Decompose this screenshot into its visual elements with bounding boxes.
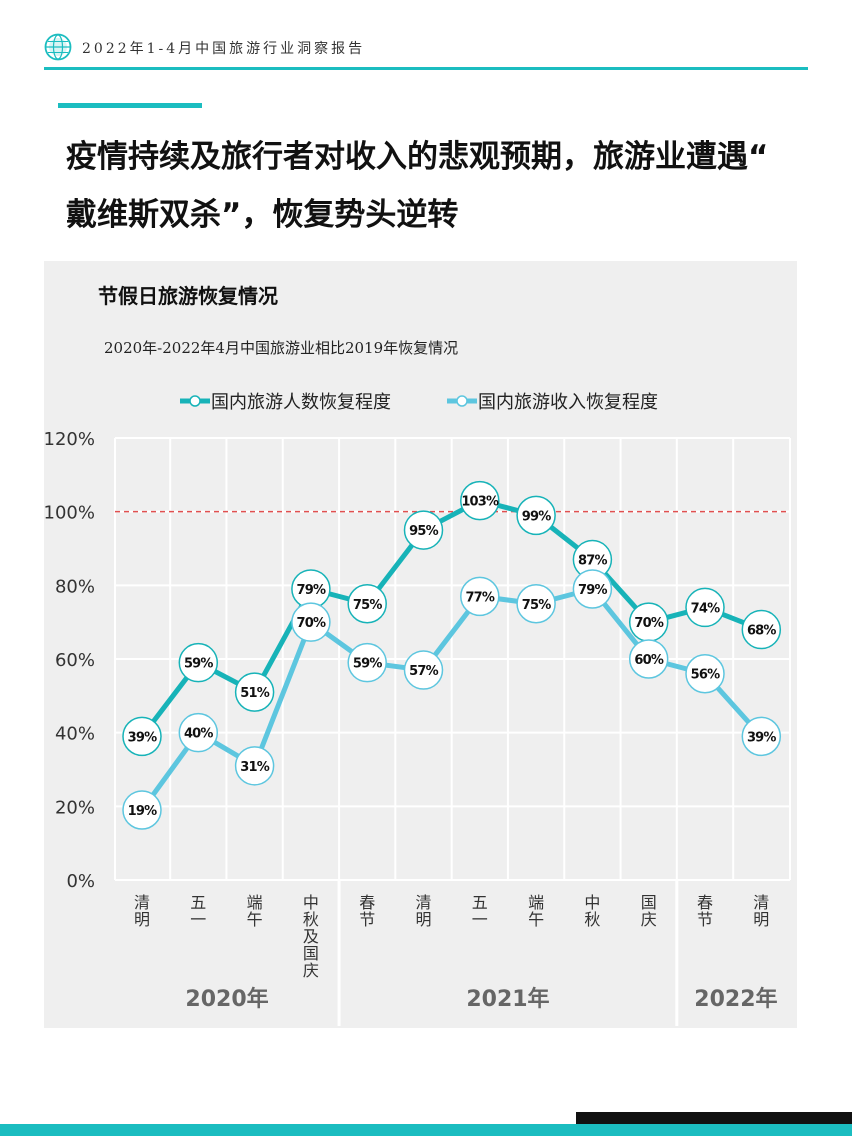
data-label: 39% — [128, 730, 157, 745]
data-label: 68% — [747, 624, 776, 639]
data-label: 75% — [522, 598, 551, 613]
y-tick-label: 40% — [55, 724, 95, 745]
data-point — [685, 587, 725, 628]
page-title-line-2: 戴维斯双杀”，恢复势头逆转 — [66, 197, 459, 233]
x-tick-label: 清 — [415, 893, 431, 912]
x-tick-label: 春 — [697, 893, 713, 912]
data-label: 77% — [465, 590, 494, 605]
group-label: 2021年 — [466, 986, 549, 1012]
x-tick-label: 国 — [303, 944, 319, 963]
data-point — [460, 480, 500, 521]
data-point — [178, 712, 219, 753]
data-point — [516, 495, 556, 536]
y-tick-label: 120% — [44, 429, 95, 450]
data-point — [347, 584, 387, 624]
data-point — [685, 653, 725, 694]
data-label: 40% — [184, 727, 213, 742]
title-accent-bar — [58, 103, 202, 108]
legend-entry: 国内旅游人数恢复程度 — [211, 392, 391, 413]
x-tick-label: 明 — [134, 910, 150, 929]
chart-title: 节假日旅游恢复情况 — [98, 284, 278, 308]
x-tick-label: 秋 — [584, 910, 600, 929]
data-label: 79% — [297, 583, 326, 598]
data-label: 31% — [240, 760, 269, 775]
x-tick-label: 春 — [359, 893, 375, 912]
x-tick-label: 秋 — [303, 910, 319, 929]
data-label: 59% — [353, 657, 382, 672]
data-point — [178, 642, 219, 683]
data-point — [741, 716, 782, 757]
data-point — [572, 569, 613, 609]
data-point — [516, 584, 556, 624]
page-title-line-1: 疫情持续及旅行者对收入的悲观预期，旅游业遭遇“ — [66, 139, 769, 175]
data-point — [403, 510, 444, 550]
data-label: 87% — [578, 554, 607, 569]
data-point — [741, 609, 782, 650]
data-point — [291, 602, 331, 642]
x-tick-label: 五 — [472, 893, 488, 912]
globe-icon — [44, 33, 72, 61]
data-point — [628, 639, 669, 679]
x-tick-label: 一 — [472, 910, 488, 929]
header-divider — [44, 67, 808, 70]
footer-bar — [0, 1124, 852, 1136]
data-label: 103% — [461, 495, 499, 510]
data-label: 75% — [353, 598, 382, 613]
data-label: 70% — [297, 616, 326, 631]
x-tick-label: 及 — [303, 927, 319, 946]
data-label: 95% — [409, 524, 438, 539]
y-tick-label: 60% — [55, 650, 95, 671]
x-tick-label: 明 — [415, 910, 431, 929]
x-tick-label: 午 — [528, 910, 544, 929]
data-point — [234, 672, 275, 712]
x-tick-label: 节 — [697, 910, 713, 929]
legend-swatch-marker — [456, 395, 468, 407]
data-label: 19% — [128, 804, 157, 819]
data-point — [460, 576, 500, 617]
data-label: 57% — [409, 664, 438, 679]
data-label: 56% — [691, 668, 720, 683]
x-tick-label: 清 — [753, 893, 769, 912]
x-tick-label: 中 — [584, 893, 600, 912]
x-tick-label: 明 — [753, 910, 769, 929]
x-tick-label: 清 — [134, 893, 150, 912]
data-label: 74% — [691, 601, 720, 616]
footer-black-bar — [576, 1112, 852, 1124]
page-title: 疫情持续及旅行者对收入的悲观预期，旅游业遭遇“ 戴维斯双杀”，恢复势头逆转 — [66, 128, 816, 244]
data-label: 59% — [184, 657, 213, 672]
data-label: 99% — [522, 509, 551, 524]
group-label: 2020年 — [185, 986, 268, 1012]
x-tick-label: 国 — [641, 893, 657, 912]
y-tick-label: 80% — [55, 576, 95, 597]
data-point — [347, 642, 387, 683]
y-tick-label: 20% — [55, 797, 95, 818]
data-label: 60% — [634, 653, 663, 668]
report-header: 2022年1-4月中国旅游行业洞察报告 — [82, 41, 366, 57]
x-tick-label: 五 — [190, 893, 206, 912]
x-tick-label: 一 — [190, 910, 206, 929]
x-tick-label: 端 — [528, 893, 544, 912]
x-tick-label: 庆 — [641, 910, 657, 929]
x-tick-label: 午 — [247, 910, 263, 929]
data-label: 39% — [747, 730, 776, 745]
data-label: 51% — [240, 686, 269, 701]
data-point — [234, 746, 275, 786]
data-label: 79% — [578, 583, 607, 598]
data-point — [122, 790, 162, 830]
legend-swatch-marker — [189, 395, 201, 407]
y-tick-label: 0% — [66, 871, 95, 892]
data-point — [403, 650, 444, 690]
x-tick-label: 中 — [303, 893, 319, 912]
x-tick-label: 端 — [247, 893, 263, 912]
data-point — [122, 716, 162, 757]
legend-entry: 国内旅游收入恢复程度 — [478, 392, 658, 413]
x-tick-label: 庆 — [303, 961, 319, 980]
chart-subtitle: 2020年-2022年4月中国旅游业相比2019年恢复情况 — [104, 339, 459, 357]
y-tick-label: 100% — [44, 503, 95, 524]
x-tick-label: 节 — [359, 910, 375, 929]
group-label: 2022年 — [694, 986, 777, 1012]
data-label: 70% — [634, 616, 663, 631]
